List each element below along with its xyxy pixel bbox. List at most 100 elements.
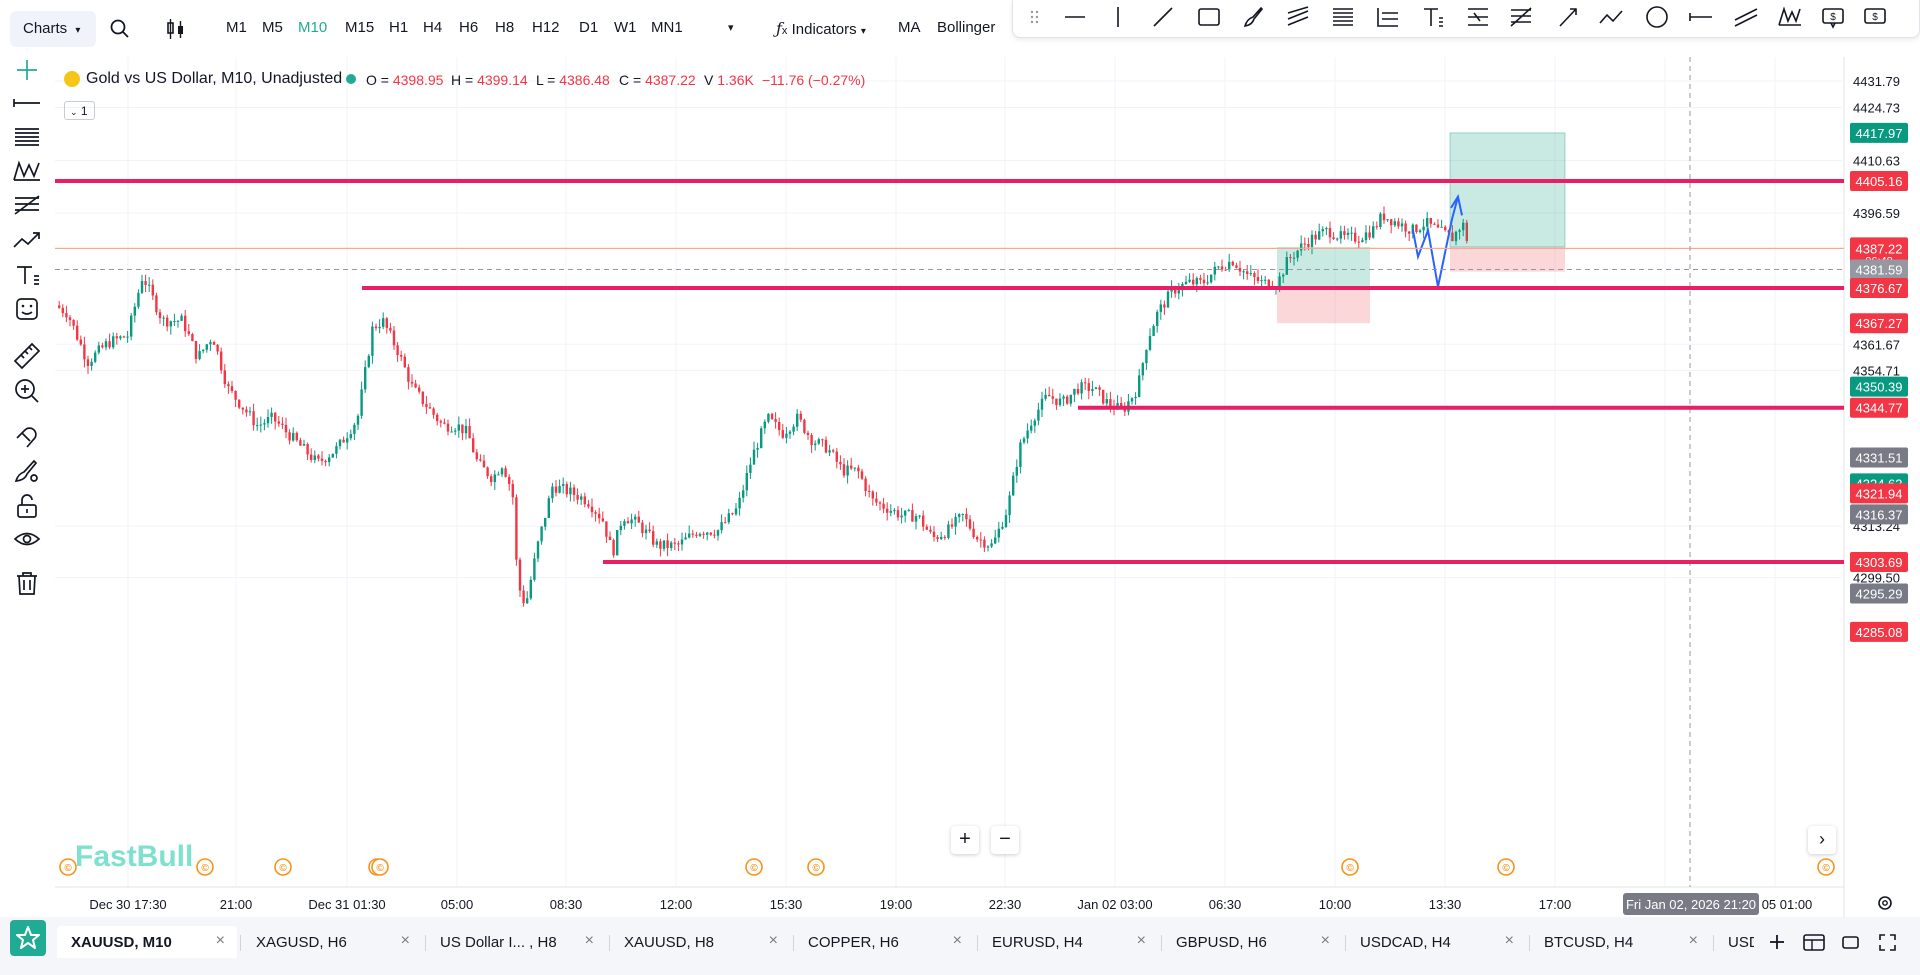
trend-line-tool-icon[interactable] [13, 99, 40, 107]
candle-body [1152, 325, 1155, 337]
drag-handle-icon[interactable] [1030, 10, 1039, 24]
fib-tool-icon[interactable] [15, 128, 39, 146]
timeframe-h1-button[interactable]: H1 [389, 19, 409, 36]
timeframe-m10-button[interactable]: M10 [298, 19, 328, 36]
callout-icon[interactable]: $ [1864, 8, 1886, 24]
close-tab-icon[interactable]: × [215, 932, 225, 949]
gann-icon[interactable] [1510, 7, 1532, 27]
projection-path[interactable] [1412, 196, 1459, 287]
economic-event-icon[interactable]: © [196, 858, 214, 876]
symbol-tab[interactable]: US Dollar I... , H8 × [426, 926, 606, 958]
timeframe-m5-button[interactable]: M5 [262, 19, 283, 36]
zoom-in-button[interactable]: + [951, 826, 979, 854]
timeframe-h6-button[interactable]: H6 [459, 19, 479, 36]
economic-event-icon[interactable]: © [371, 858, 389, 876]
close-tab-icon[interactable]: × [1504, 932, 1514, 949]
ray-icon[interactable] [1689, 13, 1712, 21]
ma-button[interactable]: MA [898, 19, 921, 36]
symbol-tab[interactable]: USD [1714, 926, 1754, 958]
long-position-stop-zone[interactable] [1277, 287, 1370, 324]
bollinger-button[interactable]: Bollinger [937, 19, 996, 36]
timeframe-mn1-button[interactable]: MN1 [651, 19, 683, 36]
ruler-icon[interactable] [13, 342, 41, 370]
timeframe-m15-button[interactable]: M15 [345, 19, 375, 36]
scroll-to-realtime-button[interactable]: › [1808, 826, 1836, 854]
prediction-tool-icon[interactable] [13, 232, 40, 248]
indicators-button[interactable]: ƒx Indicators ▾ [776, 19, 866, 38]
more-timeframes-chevron-icon[interactable]: ▾ [728, 22, 734, 34]
text-tool-icon[interactable] [17, 266, 39, 285]
eye-icon[interactable] [13, 532, 41, 546]
timeframe-h8-button[interactable]: H8 [495, 19, 515, 36]
close-tab-icon[interactable]: × [400, 932, 410, 949]
fullscreen-icon[interactable] [1879, 934, 1896, 951]
candle-body [396, 345, 399, 356]
magnet-icon[interactable] [16, 427, 37, 448]
economic-event-icon[interactable]: © [745, 858, 763, 876]
close-tab-icon[interactable]: × [768, 932, 778, 949]
crosshair-icon[interactable] [17, 60, 37, 80]
rectangle-icon[interactable] [1198, 8, 1220, 26]
timeframe-h12-button[interactable]: H12 [532, 19, 560, 36]
circle-icon[interactable] [1646, 6, 1668, 28]
symbol-tab[interactable]: XAUUSD, H8 × [610, 926, 790, 958]
symbol-tab[interactable]: GBPUSD, H6 × [1162, 926, 1342, 958]
close-tab-icon[interactable]: × [1320, 932, 1330, 949]
timeframe-w1-button[interactable]: W1 [614, 19, 637, 36]
watchlist-button[interactable] [10, 920, 46, 956]
search-icon[interactable] [110, 19, 130, 39]
economic-event-icon[interactable]: © [1341, 858, 1359, 876]
close-tab-icon[interactable]: × [1136, 932, 1146, 949]
charts-menu-button[interactable]: Charts ▾ [10, 11, 96, 47]
zoom-out-button[interactable]: − [991, 826, 1019, 854]
timeframe-m1-button[interactable]: M1 [226, 19, 247, 36]
symbol-title[interactable]: Gold vs US Dollar, M10, Unadjusted [86, 70, 343, 87]
pattern-icon[interactable] [1778, 6, 1801, 26]
trash-icon[interactable] [17, 572, 37, 595]
economic-event-icon[interactable]: © [59, 858, 77, 876]
pitchfork-icon[interactable] [1468, 8, 1488, 26]
symbol-tab[interactable]: COPPER, H6 × [794, 926, 974, 958]
emoji-icon[interactable] [16, 298, 38, 320]
close-tab-icon[interactable]: × [952, 932, 962, 949]
arrow-icon[interactable] [1559, 8, 1577, 27]
close-tab-icon[interactable]: × [584, 932, 594, 949]
chart-type-candles-icon[interactable] [165, 17, 187, 41]
short-position-profit-zone[interactable] [1449, 132, 1566, 248]
symbol-tab[interactable]: EURUSD, H4 × [978, 926, 1158, 958]
lock-icon[interactable] [17, 494, 37, 518]
trend-line-icon[interactable] [1153, 7, 1173, 27]
symbol-tab[interactable]: XAUUSD, M10 × [57, 926, 237, 958]
symbol-tab[interactable]: USDCAD, H4 × [1346, 926, 1526, 958]
short-position-stop-zone[interactable] [1450, 246, 1565, 272]
economic-event-icon[interactable]: © [807, 858, 825, 876]
brush-settings-icon[interactable] [14, 459, 38, 482]
fib-extension-icon[interactable] [1377, 8, 1398, 27]
channel-tool-icon[interactable] [14, 195, 40, 215]
text-icon[interactable] [1424, 8, 1443, 27]
price-label-icon[interactable]: $ [1822, 8, 1844, 29]
candle-body [950, 524, 954, 527]
timeframe-h4-button[interactable]: H4 [423, 19, 443, 36]
double-line-icon[interactable] [1734, 8, 1758, 27]
fib-retracement-icon[interactable] [1333, 8, 1353, 26]
layout-icon[interactable] [1803, 934, 1825, 951]
timeframe-d1-button[interactable]: D1 [579, 19, 599, 36]
pattern-tool-icon[interactable] [13, 160, 40, 181]
close-tab-icon[interactable]: × [1688, 932, 1698, 949]
brush-icon[interactable] [1243, 6, 1264, 27]
economic-event-icon[interactable]: © [1817, 858, 1835, 876]
gear-icon[interactable] [1878, 896, 1892, 910]
path-icon[interactable] [1599, 10, 1623, 24]
long-position-profit-zone[interactable] [1277, 246, 1370, 288]
economic-event-icon[interactable]: © [1497, 858, 1515, 876]
parallel-channel-icon[interactable] [1287, 6, 1309, 26]
symbol-tab[interactable]: XAGUSD, H6 × [242, 926, 422, 958]
symbol-tab[interactable]: BTCUSD, H4 × [1530, 926, 1710, 958]
zoom-icon[interactable] [15, 379, 39, 403]
window-icon[interactable] [1842, 936, 1859, 949]
add-tab-icon[interactable] [1768, 933, 1786, 951]
candle-body [378, 326, 381, 329]
indicators-collapse-toggle[interactable]: ⌄ 1 [64, 101, 95, 120]
economic-event-icon[interactable]: © [274, 858, 292, 876]
